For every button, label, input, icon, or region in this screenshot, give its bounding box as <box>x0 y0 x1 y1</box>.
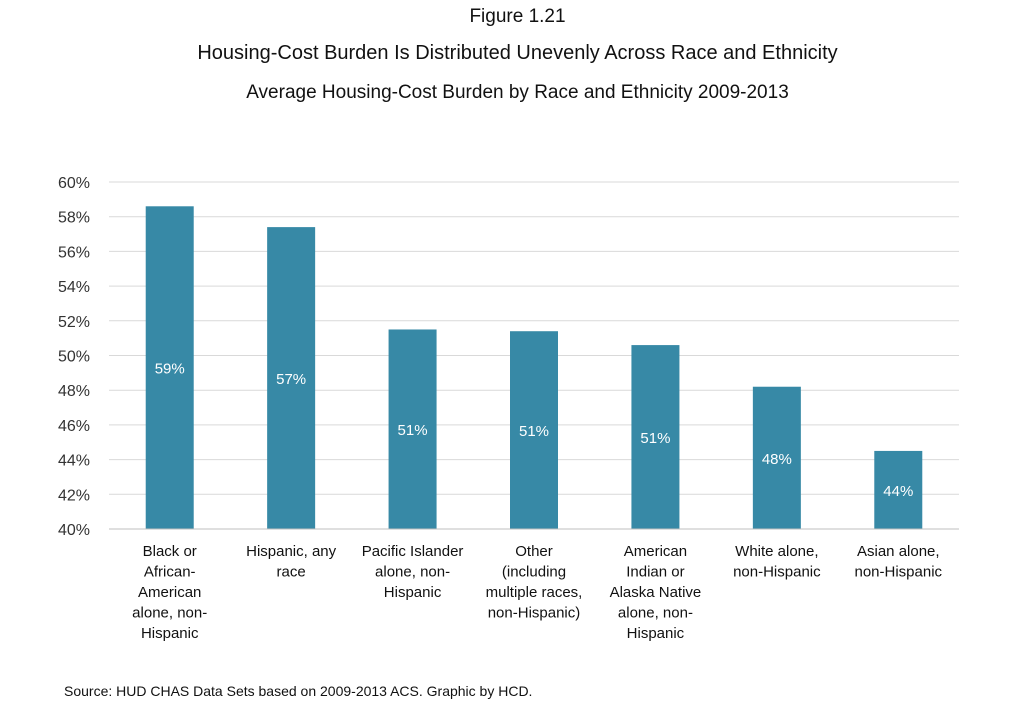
y-tick-label: 48% <box>58 383 90 400</box>
bar <box>267 227 316 530</box>
x-tick-label: Black or African-American alone, non-Hispa… <box>132 543 207 642</box>
data-label: 51% <box>640 430 670 447</box>
y-tick-label: 46% <box>58 418 90 435</box>
bar <box>145 206 194 530</box>
chart-title: Housing-Cost Burden Is Distributed Uneve… <box>197 42 838 64</box>
data-label: 51% <box>398 422 428 439</box>
y-tick-label: 42% <box>58 487 90 504</box>
data-label: 57% <box>276 371 306 388</box>
bar <box>752 386 801 529</box>
x-tick-label: White alone, non-Hispanic <box>733 543 821 581</box>
y-tick-label: 50% <box>58 349 90 366</box>
x-tick-label: Other (including multiple races, non-Hispan… <box>486 543 583 622</box>
bar <box>510 331 558 529</box>
bar <box>874 450 923 529</box>
figure-label: Figure 1.21 <box>469 6 566 27</box>
y-tick-label: 54% <box>58 279 90 296</box>
bar-chart: 40% 42% 44% 46% 48% 50% 52% 54% 56% 58% 60% 59% Blac… <box>58 175 959 642</box>
x-tick-label: Hispanic, any race <box>246 543 337 581</box>
bar <box>631 345 680 529</box>
bar <box>388 329 437 529</box>
y-tick-label: 60% <box>58 175 90 192</box>
y-tick-label: 56% <box>58 244 90 261</box>
chart-subtitle: Average Housing-Cost Burden by Race and … <box>246 82 789 103</box>
data-label: 44% <box>883 483 913 500</box>
y-tick-label: 40% <box>58 522 90 539</box>
data-label: 51% <box>519 423 549 440</box>
x-tick-label: Pacific Islander alone, non-Hispanic <box>362 543 464 601</box>
x-tick-label: Asian alone, non-Hispanic <box>855 543 943 581</box>
y-tick-label: 52% <box>58 314 90 331</box>
source-note: Source: HUD CHAS Data Sets based on 2009… <box>64 683 533 699</box>
x-tick-label: American Indian or Alaska Native alone, non… <box>610 543 702 642</box>
y-tick-label: 44% <box>58 453 90 470</box>
data-label: 48% <box>762 451 792 468</box>
data-label: 59% <box>155 361 185 378</box>
y-tick-label: 58% <box>58 210 90 227</box>
